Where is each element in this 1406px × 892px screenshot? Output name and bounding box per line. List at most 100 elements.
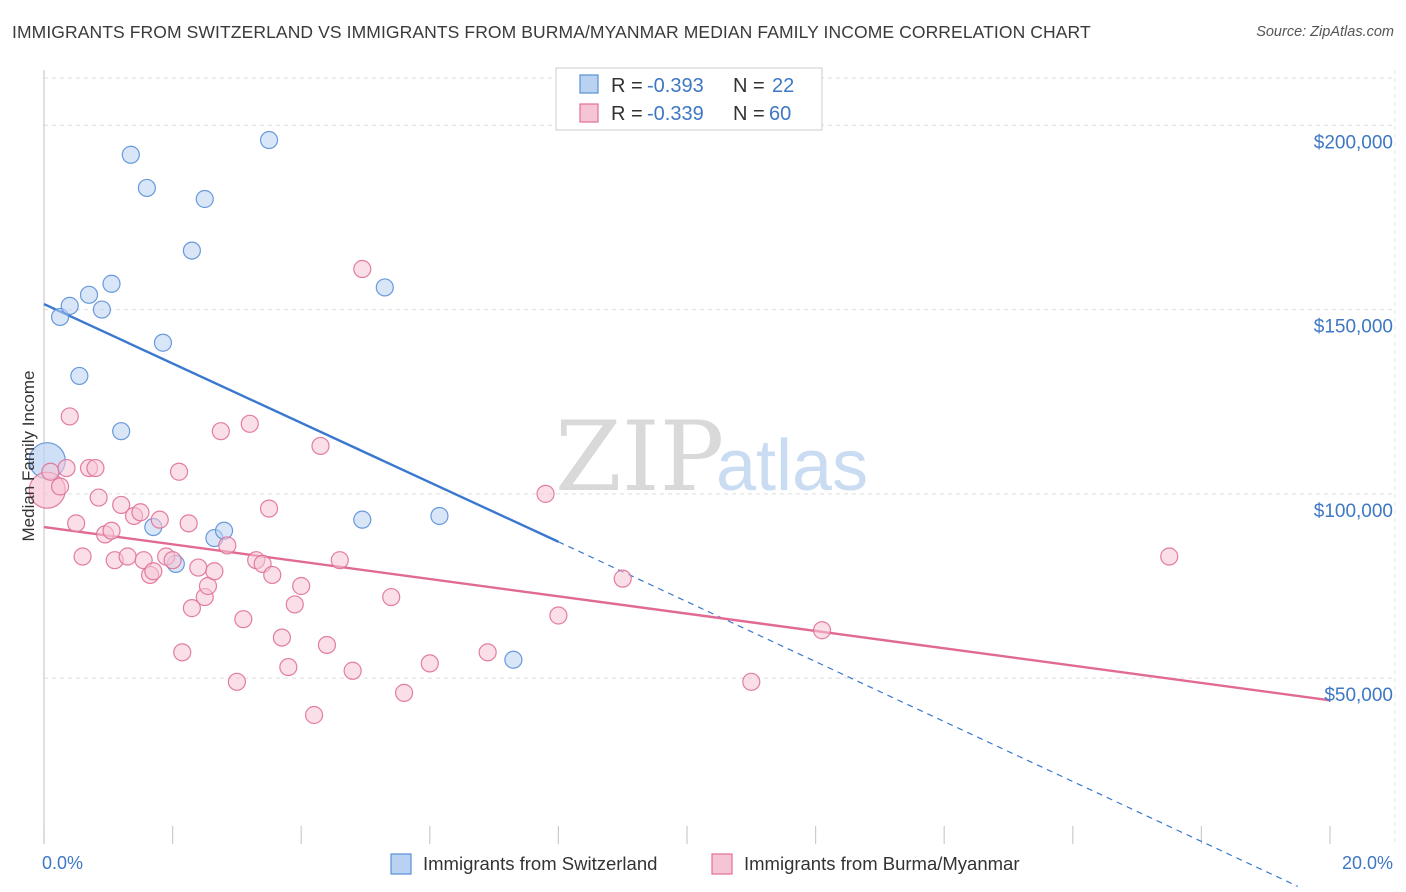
data-point (86, 458, 105, 478)
legend-n-label-2: N = (733, 103, 765, 125)
data-point (430, 506, 449, 526)
series-burma-points (28, 259, 1179, 725)
legend-n-value-1: 22 (772, 75, 794, 97)
trend-lines (43, 302, 1331, 887)
data-point (272, 628, 292, 647)
data-point (57, 458, 76, 478)
bottom-legend-label-switzerland: Immigrants from Switzerland (423, 853, 657, 874)
data-point (195, 189, 214, 209)
data-point (121, 145, 140, 164)
data-point (211, 422, 230, 441)
y-tick-label: $200,000 (1314, 132, 1393, 153)
data-point (60, 407, 79, 426)
legend-swatch-switzerland (579, 74, 599, 94)
legend-r-value-1: -0.393 (647, 75, 704, 97)
data-point (279, 657, 298, 677)
data-point (285, 595, 304, 614)
data-point (182, 599, 201, 618)
data-point (92, 300, 111, 319)
correlation-legend: R = -0.393 N = 22 R = -0.339 N = 60 (555, 67, 823, 131)
data-point (137, 178, 156, 198)
watermark-atlas: atlas (716, 426, 868, 506)
series-switzerland-points (28, 130, 523, 669)
y-tick-label: $50,000 (1324, 685, 1393, 706)
data-point (263, 565, 282, 585)
data-point (112, 495, 131, 515)
legend-r-value-2: -0.339 (647, 103, 704, 125)
x-tick-label-min: 0.0% (42, 853, 83, 873)
data-point (41, 462, 60, 481)
data-point (613, 569, 632, 588)
data-point (382, 587, 401, 607)
data-point (182, 241, 201, 260)
data-point (214, 521, 234, 540)
data-point (317, 635, 337, 655)
chart-title: IMMIGRANTS FROM SWITZERLAND VS IMMIGRANT… (12, 22, 1091, 42)
data-point (375, 278, 394, 297)
data-point (304, 705, 324, 725)
legend-r-label-2: R = (611, 103, 643, 125)
data-point (234, 610, 253, 629)
data-point (420, 654, 439, 673)
data-point (67, 514, 86, 533)
legend-box (555, 67, 823, 131)
data-point (131, 503, 150, 522)
data-point (742, 672, 761, 691)
data-point (144, 562, 163, 581)
trend-line-switzerland (43, 302, 559, 543)
data-point (205, 562, 224, 581)
data-point (1160, 547, 1179, 566)
data-point (292, 576, 311, 596)
legend-r-label-1: R = (611, 75, 643, 97)
data-points (28, 130, 1179, 725)
data-point (189, 558, 208, 577)
data-point (50, 477, 70, 496)
data-point (73, 547, 92, 566)
series-legend: Immigrants from Switzerland Immigrants f… (390, 853, 1020, 875)
y-tick-labels: $50,000 $100,000 $150,000 $200,000 (1314, 132, 1393, 706)
bottom-legend-label-burma: Immigrants from Burma/Myanmar (744, 853, 1020, 874)
legend-n-label-1: N = (733, 75, 765, 97)
legend-swatch-burma (579, 103, 599, 123)
y-tick-label: $150,000 (1314, 317, 1393, 338)
trend-line-switzerland-extension (558, 541, 1299, 887)
data-point (89, 488, 108, 507)
data-point (353, 259, 372, 279)
data-point (536, 484, 555, 503)
data-point (343, 661, 362, 680)
data-point (163, 551, 182, 570)
data-point (118, 547, 137, 566)
legend-n-value-2: 60 (769, 103, 791, 125)
data-point (394, 683, 414, 702)
data-point (60, 296, 79, 315)
data-point (259, 499, 279, 518)
data-point (153, 333, 173, 352)
data-point (353, 510, 372, 529)
x-tick-label-max: 20.0% (1342, 853, 1393, 873)
data-point (218, 536, 237, 555)
data-point (330, 551, 349, 570)
data-point (169, 462, 189, 481)
data-point (102, 274, 121, 293)
data-point (478, 643, 497, 662)
data-point (311, 436, 330, 456)
data-point (179, 514, 198, 533)
data-point (549, 606, 568, 625)
data-point (150, 510, 169, 529)
data-point (79, 285, 99, 304)
data-point (227, 672, 246, 691)
data-point (173, 643, 192, 662)
data-point (504, 650, 523, 669)
watermark: ZIP atlas (555, 401, 868, 513)
bottom-legend-swatch-switzerland (390, 853, 412, 875)
data-point (240, 414, 259, 433)
x-tick-labels: 0.0% 20.0% (42, 853, 1393, 873)
y-tick-label: $100,000 (1314, 501, 1393, 522)
data-point (259, 130, 279, 150)
data-point (112, 422, 131, 441)
source-credit: Source: ZipAtlas.com (1256, 24, 1394, 40)
y-axis-label: Median Family Income (19, 370, 38, 541)
bottom-legend-swatch-burma (711, 853, 733, 875)
data-point (70, 366, 89, 386)
